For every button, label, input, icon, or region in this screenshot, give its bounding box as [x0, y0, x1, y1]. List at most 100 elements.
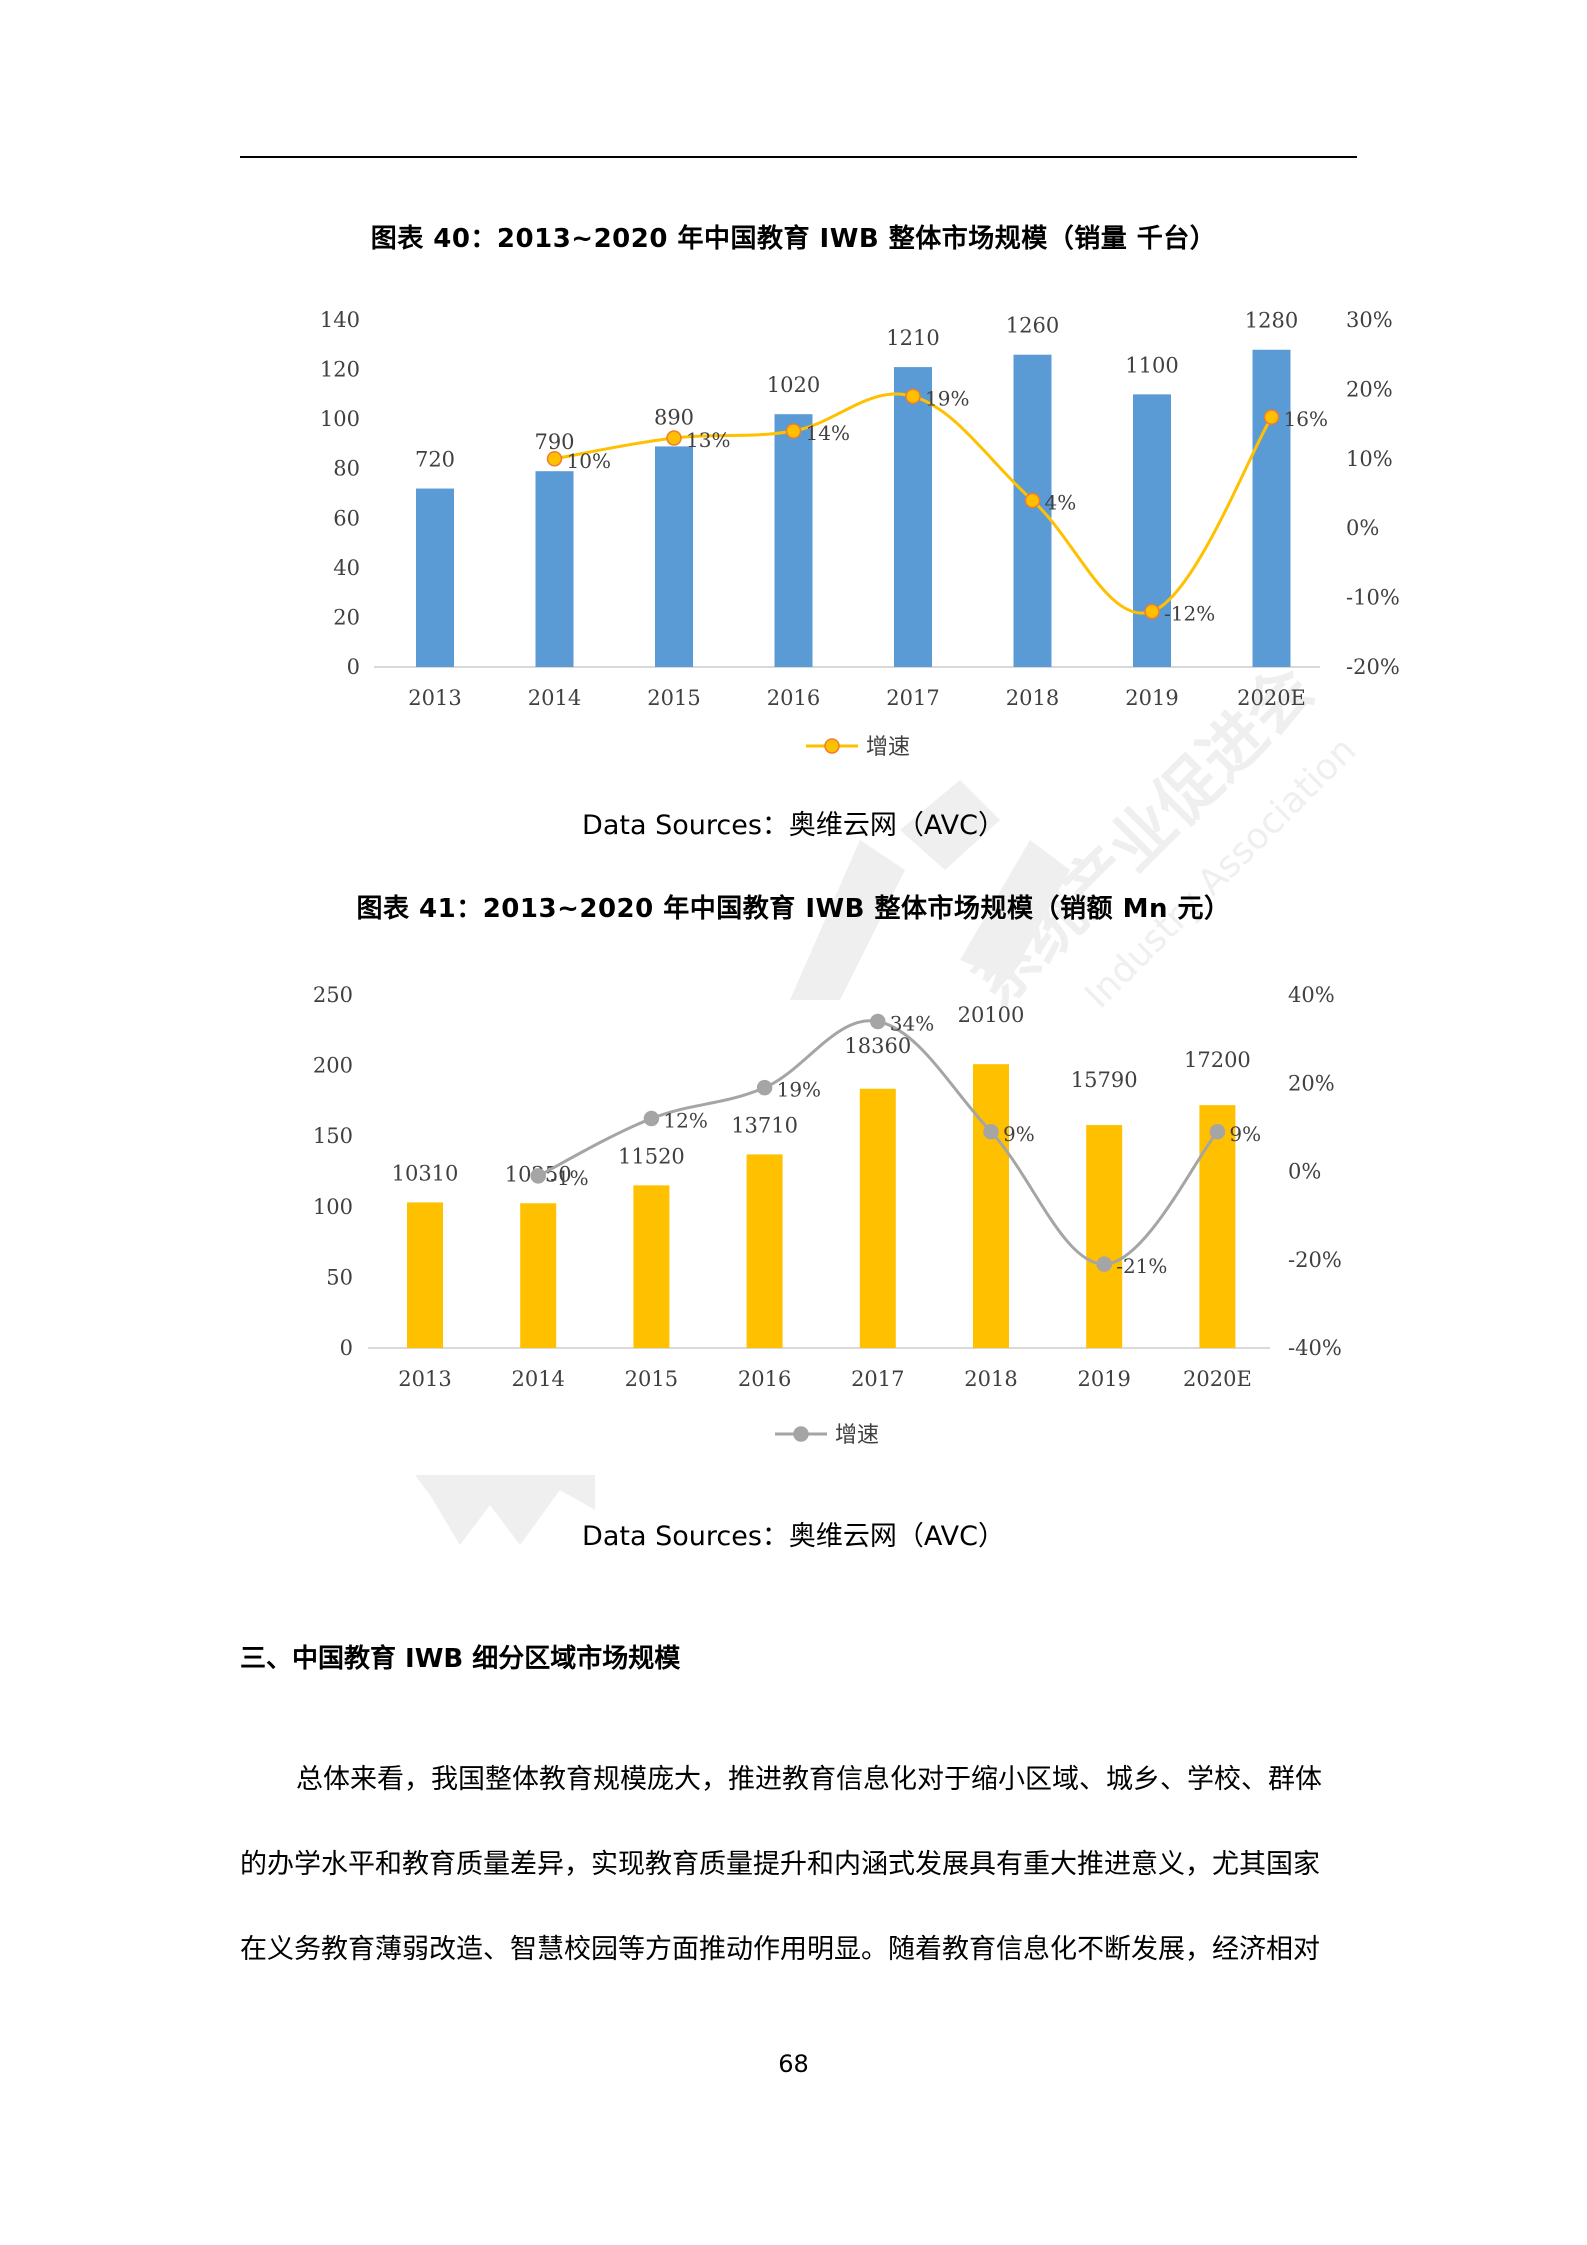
bar-value-label: 15790 — [1071, 1068, 1138, 1092]
growth-marker — [666, 430, 682, 446]
chart-sales-revenue: 0 50 100 150 200 250 -40% -20% 0% 20% 40% 2013 10310… — [313, 983, 1342, 1448]
right-axis-tick: 0% — [1346, 516, 1379, 540]
bar-2019 — [1133, 394, 1171, 667]
bar-value-label: 10310 — [392, 1161, 459, 1185]
bar-value-label: 890 — [654, 405, 694, 429]
x-axis-tick: 2018 — [964, 1367, 1017, 1391]
growth-marker — [905, 388, 921, 405]
left-axis-tick: 0 — [347, 655, 360, 679]
x-axis-tick: 2015 — [647, 686, 700, 710]
growth-label: -21% — [1116, 1254, 1167, 1278]
growth-label: -1% — [550, 1166, 589, 1190]
right-axis-tick: -40% — [1288, 1336, 1342, 1360]
left-axis-tick: 0 — [340, 1336, 353, 1360]
bar-value-label: 17200 — [1184, 1048, 1251, 1072]
bar-2016 — [746, 1154, 783, 1348]
growth-marker — [1209, 1124, 1226, 1140]
bar-2015 — [655, 446, 693, 667]
legend-marker-icon — [824, 738, 840, 754]
x-axis-tick: 2019 — [1077, 1367, 1130, 1391]
growth-marker — [530, 1168, 546, 1184]
chart-sales-volume: 0 20 40 60 80 100 120 140 -20% -10% 0% 10% 20% 30% 201… — [320, 308, 1400, 760]
paragraph-line-2: 的办学水平和教育质量差异，实现教育质量提升和内涵式发展具有重大推进意义，尤其国家 — [240, 1849, 1320, 1880]
paragraph-line-3: 在义务教育薄弱改造、智慧校园等方面推动作用明显。随着教育信息化不断发展，经济相对 — [240, 1934, 1320, 1965]
x-axis-tick: 2013 — [408, 686, 461, 710]
growth-marker — [870, 1013, 886, 1030]
legend-marker-icon — [793, 1426, 809, 1442]
x-axis-tick: 2020E — [1183, 1367, 1252, 1391]
legend-label: 增速 — [835, 1423, 879, 1448]
left-axis-tick: 40 — [333, 556, 360, 580]
left-axis-tick: 200 — [313, 1054, 353, 1078]
legend-label: 增速 — [866, 735, 910, 760]
growth-label: 9% — [1229, 1122, 1261, 1146]
right-axis-tick: 40% — [1288, 983, 1335, 1007]
x-axis-tick: 2014 — [511, 1367, 564, 1391]
left-axis-tick: 250 — [313, 983, 353, 1007]
figure-41-source: Data Sources：奥维云网（AVC） — [582, 1521, 1005, 1552]
left-axis-tick: 120 — [320, 358, 360, 382]
bar-value-label: 1020 — [767, 373, 820, 397]
growth-marker — [1144, 603, 1160, 620]
left-axis-tick: 150 — [313, 1124, 353, 1148]
bar-value-label: 11520 — [618, 1144, 685, 1168]
bar-2017 — [894, 367, 932, 667]
growth-label: 13% — [686, 428, 730, 452]
growth-label: 34% — [890, 1011, 934, 1035]
bar-value-label: 1280 — [1245, 309, 1298, 333]
growth-marker — [1263, 409, 1280, 425]
growth-marker — [546, 451, 563, 467]
paragraph-line-1: 总体来看，我国整体教育规模庞大，推进教育信息化对于缩小区域、城乡、学校、群体 — [296, 1764, 1322, 1795]
bar-2015 — [633, 1185, 670, 1348]
figure-40-source: Data Sources：奥维云网（AVC） — [582, 810, 1005, 841]
growth-marker — [983, 1124, 999, 1140]
right-axis-tick: 30% — [1346, 308, 1393, 332]
x-axis-tick: 2016 — [767, 686, 820, 710]
bar-2013 — [407, 1202, 443, 1348]
left-axis-tick: 20 — [333, 605, 360, 629]
growth-marker — [1024, 492, 1041, 509]
growth-label: 12% — [663, 1109, 707, 1133]
growth-marker — [1096, 1256, 1112, 1272]
right-axis-tick: 10% — [1346, 447, 1393, 471]
left-axis-tick: 140 — [320, 308, 360, 332]
left-axis-tick: 60 — [333, 506, 360, 530]
right-axis-tick: -20% — [1346, 655, 1400, 679]
bar-2019 — [1086, 1125, 1123, 1348]
growth-label: 10% — [567, 449, 611, 473]
right-axis-tick: 0% — [1288, 1160, 1321, 1184]
bar-value-label: 790 — [534, 430, 574, 454]
bar-value-label: 1100 — [1125, 353, 1178, 377]
bar-2014 — [535, 471, 574, 667]
right-axis-tick: 20% — [1288, 1071, 1335, 1095]
x-axis-tick: 2017 — [886, 686, 939, 710]
left-axis-tick: 80 — [333, 457, 360, 481]
growth-label: 4% — [1045, 490, 1077, 514]
x-axis-tick: 2017 — [851, 1367, 904, 1391]
growth-marker — [643, 1110, 660, 1127]
growth-label: 19% — [777, 1078, 821, 1102]
x-axis-tick: 2013 — [398, 1367, 451, 1391]
growth-label: 16% — [1284, 407, 1328, 431]
growth-label: 19% — [925, 386, 969, 410]
bar-2018 — [1013, 354, 1052, 667]
figure-40-title: 图表 40：2013~2020 年中国教育 IWB 整体市场规模（销量 千台） — [370, 224, 1217, 254]
growth-label: 9% — [1003, 1122, 1035, 1146]
x-axis-tick: 2019 — [1125, 686, 1178, 710]
bar-value-label: 720 — [415, 448, 455, 472]
growth-label: -12% — [1164, 601, 1215, 625]
bar-2017 — [859, 1088, 896, 1348]
page-number: 68 — [778, 2050, 809, 2078]
bar-2016 — [774, 414, 813, 667]
bar-2020E — [1199, 1105, 1236, 1348]
bar-2014 — [520, 1203, 557, 1348]
right-axis-tick: -10% — [1346, 586, 1400, 610]
bar-2013 — [416, 488, 454, 667]
bar-value-label: 13710 — [731, 1113, 798, 1137]
growth-marker — [785, 423, 802, 439]
section-heading: 三、中国教育 IWB 细分区域市场规模 — [240, 1644, 681, 1674]
growth-label: 14% — [806, 421, 850, 445]
left-axis-tick: 50 — [326, 1265, 353, 1289]
growth-marker — [756, 1079, 773, 1096]
bar-value-label: 1260 — [1006, 314, 1059, 338]
